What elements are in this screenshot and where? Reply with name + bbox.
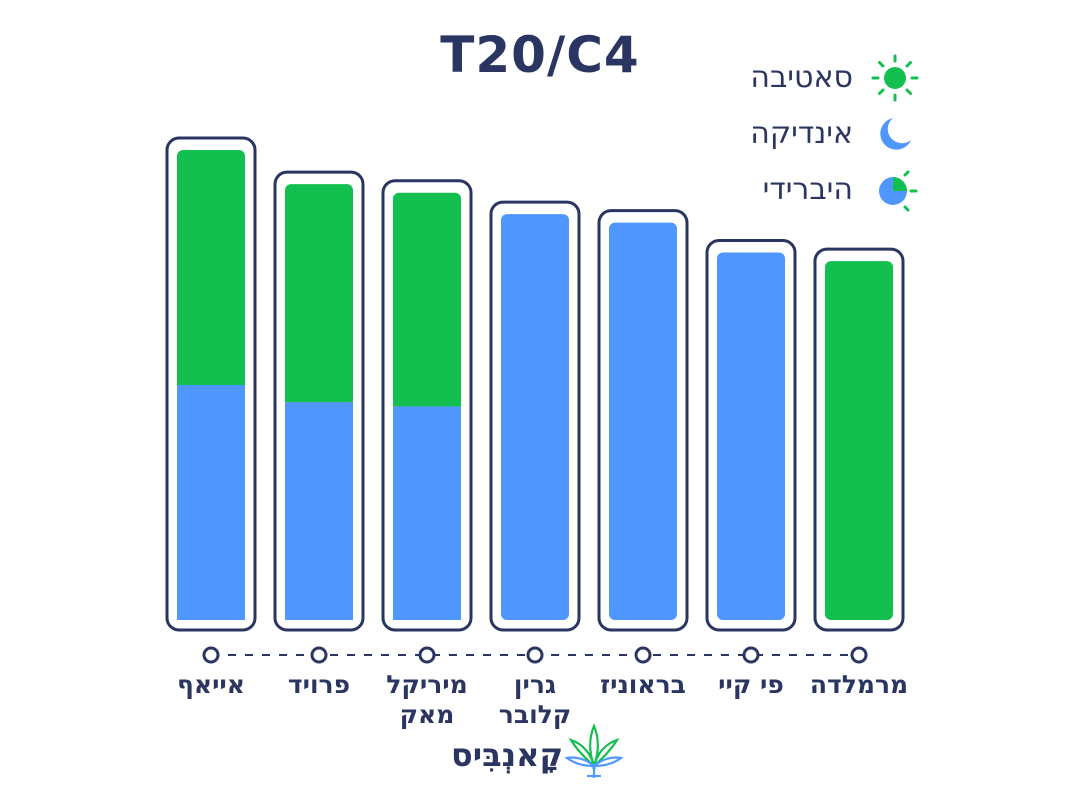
legend-item-sativa: סאטיבה [720, 54, 925, 110]
bar-segment-indica [285, 402, 353, 620]
legend-label-sativa: סאטיבה [750, 60, 853, 95]
legend: סאטיבה אינדיקה היברידי [720, 54, 925, 222]
timeline-marker [634, 646, 652, 664]
bar-segment-sativa [285, 184, 353, 403]
legend-label-indica: אינדיקה [750, 116, 853, 151]
category-label: מרמלדה [809, 670, 909, 699]
bar-segment-indica [609, 222, 677, 621]
bar-segment-indica [393, 406, 461, 620]
category-label: מיריקל מאק [386, 670, 468, 729]
timeline-marker [850, 646, 868, 664]
bar-frame [597, 209, 689, 632]
bar-frame [813, 247, 905, 632]
bar-segment-indica [177, 385, 245, 620]
category-label: אייאף [177, 670, 245, 699]
bar-segment-sativa [393, 192, 461, 407]
category-label: פי קיי [718, 670, 784, 699]
legend-label-hybrid: היברידי [762, 172, 853, 207]
bar-frame [705, 239, 797, 632]
timeline-marker [526, 646, 544, 664]
bar-frame [489, 200, 581, 632]
brand-logo: קָאנְבִּיס [451, 722, 635, 782]
timeline-marker [202, 646, 220, 664]
bar-frame [381, 179, 473, 632]
bar-segment-sativa [177, 150, 245, 385]
timeline-marker [742, 646, 760, 664]
bar-segment-joint [285, 394, 353, 403]
bar-frame [273, 170, 365, 632]
category-label: פרויד [287, 670, 351, 699]
bar-segment-joint [393, 398, 461, 407]
bar-segment-sativa [825, 261, 893, 620]
timeline-marker [418, 646, 436, 664]
bar-segment-indica [501, 214, 569, 620]
moon-icon [880, 118, 911, 150]
bar-frame [165, 136, 257, 632]
sun-icon [871, 54, 919, 102]
timeline-marker [310, 646, 328, 664]
bar-segment-joint [177, 377, 245, 385]
category-label: גרין קלובר [498, 670, 572, 729]
hybrid-icon [879, 170, 918, 212]
legend-item-indica: אינדיקה [720, 110, 925, 166]
legend-item-hybrid: היברידי [720, 166, 925, 222]
category-label: בראוניז [600, 670, 686, 699]
chart-title: T20/C4 [440, 26, 640, 84]
bar-segment-indica [717, 252, 785, 620]
brand-name: קָאנְבִּיס [450, 736, 563, 774]
cannabis-leaf-icon [564, 723, 624, 778]
